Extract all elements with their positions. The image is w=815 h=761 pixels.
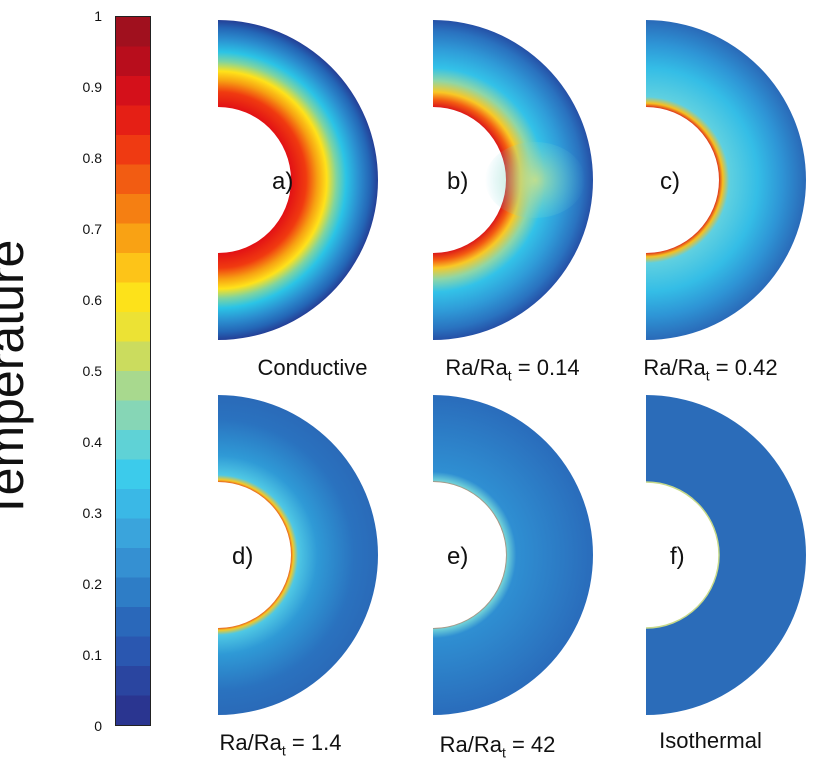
- panel-a-letter: a): [272, 168, 294, 195]
- colorbar-tick-label: 0.3: [82, 505, 102, 521]
- panel-d-caption: Ra/Rat = 1.4: [219, 730, 342, 759]
- panels-grid: a) Conductive: [170, 0, 815, 761]
- colorbar-tick-label: 0: [94, 718, 102, 734]
- colorbar-tick-label: 1: [94, 8, 102, 24]
- panel-e: e) Ra/Rat = 42: [425, 385, 630, 760]
- panel-b-caption: Ra/Rat = 0.14: [445, 355, 580, 384]
- colorbar-tick-label: 0.8: [82, 150, 102, 166]
- colorbar-tick-label: 0.2: [82, 576, 102, 592]
- panel-c: c) Ra/Rat = 0.42: [638, 10, 815, 383]
- panel-b-letter: b): [447, 168, 469, 195]
- panel-f-shell: [645, 395, 806, 715]
- panel-a: a) Conductive: [210, 10, 415, 380]
- colorbar: Temperature 1 0.9 0.8 0.7 0.6 0.5 0.4 0.3 0.2 0.1…: [0, 0, 170, 761]
- panel-e-caption: Ra/Rat = 42: [439, 732, 556, 761]
- panel-f-caption: Isothermal: [659, 728, 762, 753]
- panel-d: d) Ra/Rat = 1.4: [210, 385, 415, 758]
- colorbar-tick-label: 0.1: [82, 647, 102, 663]
- panel-f: f) Isothermal: [638, 385, 815, 755]
- panel-e-letter: e): [447, 543, 469, 570]
- panel-e-shell: [433, 395, 593, 715]
- colorbar-tick-label: 0.5: [82, 363, 102, 379]
- panel-c-letter: c): [660, 168, 680, 195]
- colorbar-tick-label: 0.7: [82, 221, 102, 237]
- panel-c-caption: Ra/Rat = 0.42: [643, 355, 778, 384]
- panel-a-shell: [218, 20, 378, 340]
- panel-d-shell: [218, 395, 378, 715]
- colorbar-tick-label: 0.4: [82, 434, 102, 450]
- panel-f-letter: f): [670, 543, 685, 570]
- colorbar-tick-label: 0.9: [82, 79, 102, 95]
- panel-c-shell: [646, 20, 806, 340]
- colorbar-tick-label: 0.6: [82, 292, 102, 308]
- panel-a-caption: Conductive: [257, 355, 368, 380]
- panel-b: b) Ra/Rat = 0.14: [425, 10, 630, 383]
- panel-d-letter: d): [232, 543, 254, 570]
- panel-b-shell: [433, 20, 593, 340]
- colorbar-gradient: [115, 16, 151, 726]
